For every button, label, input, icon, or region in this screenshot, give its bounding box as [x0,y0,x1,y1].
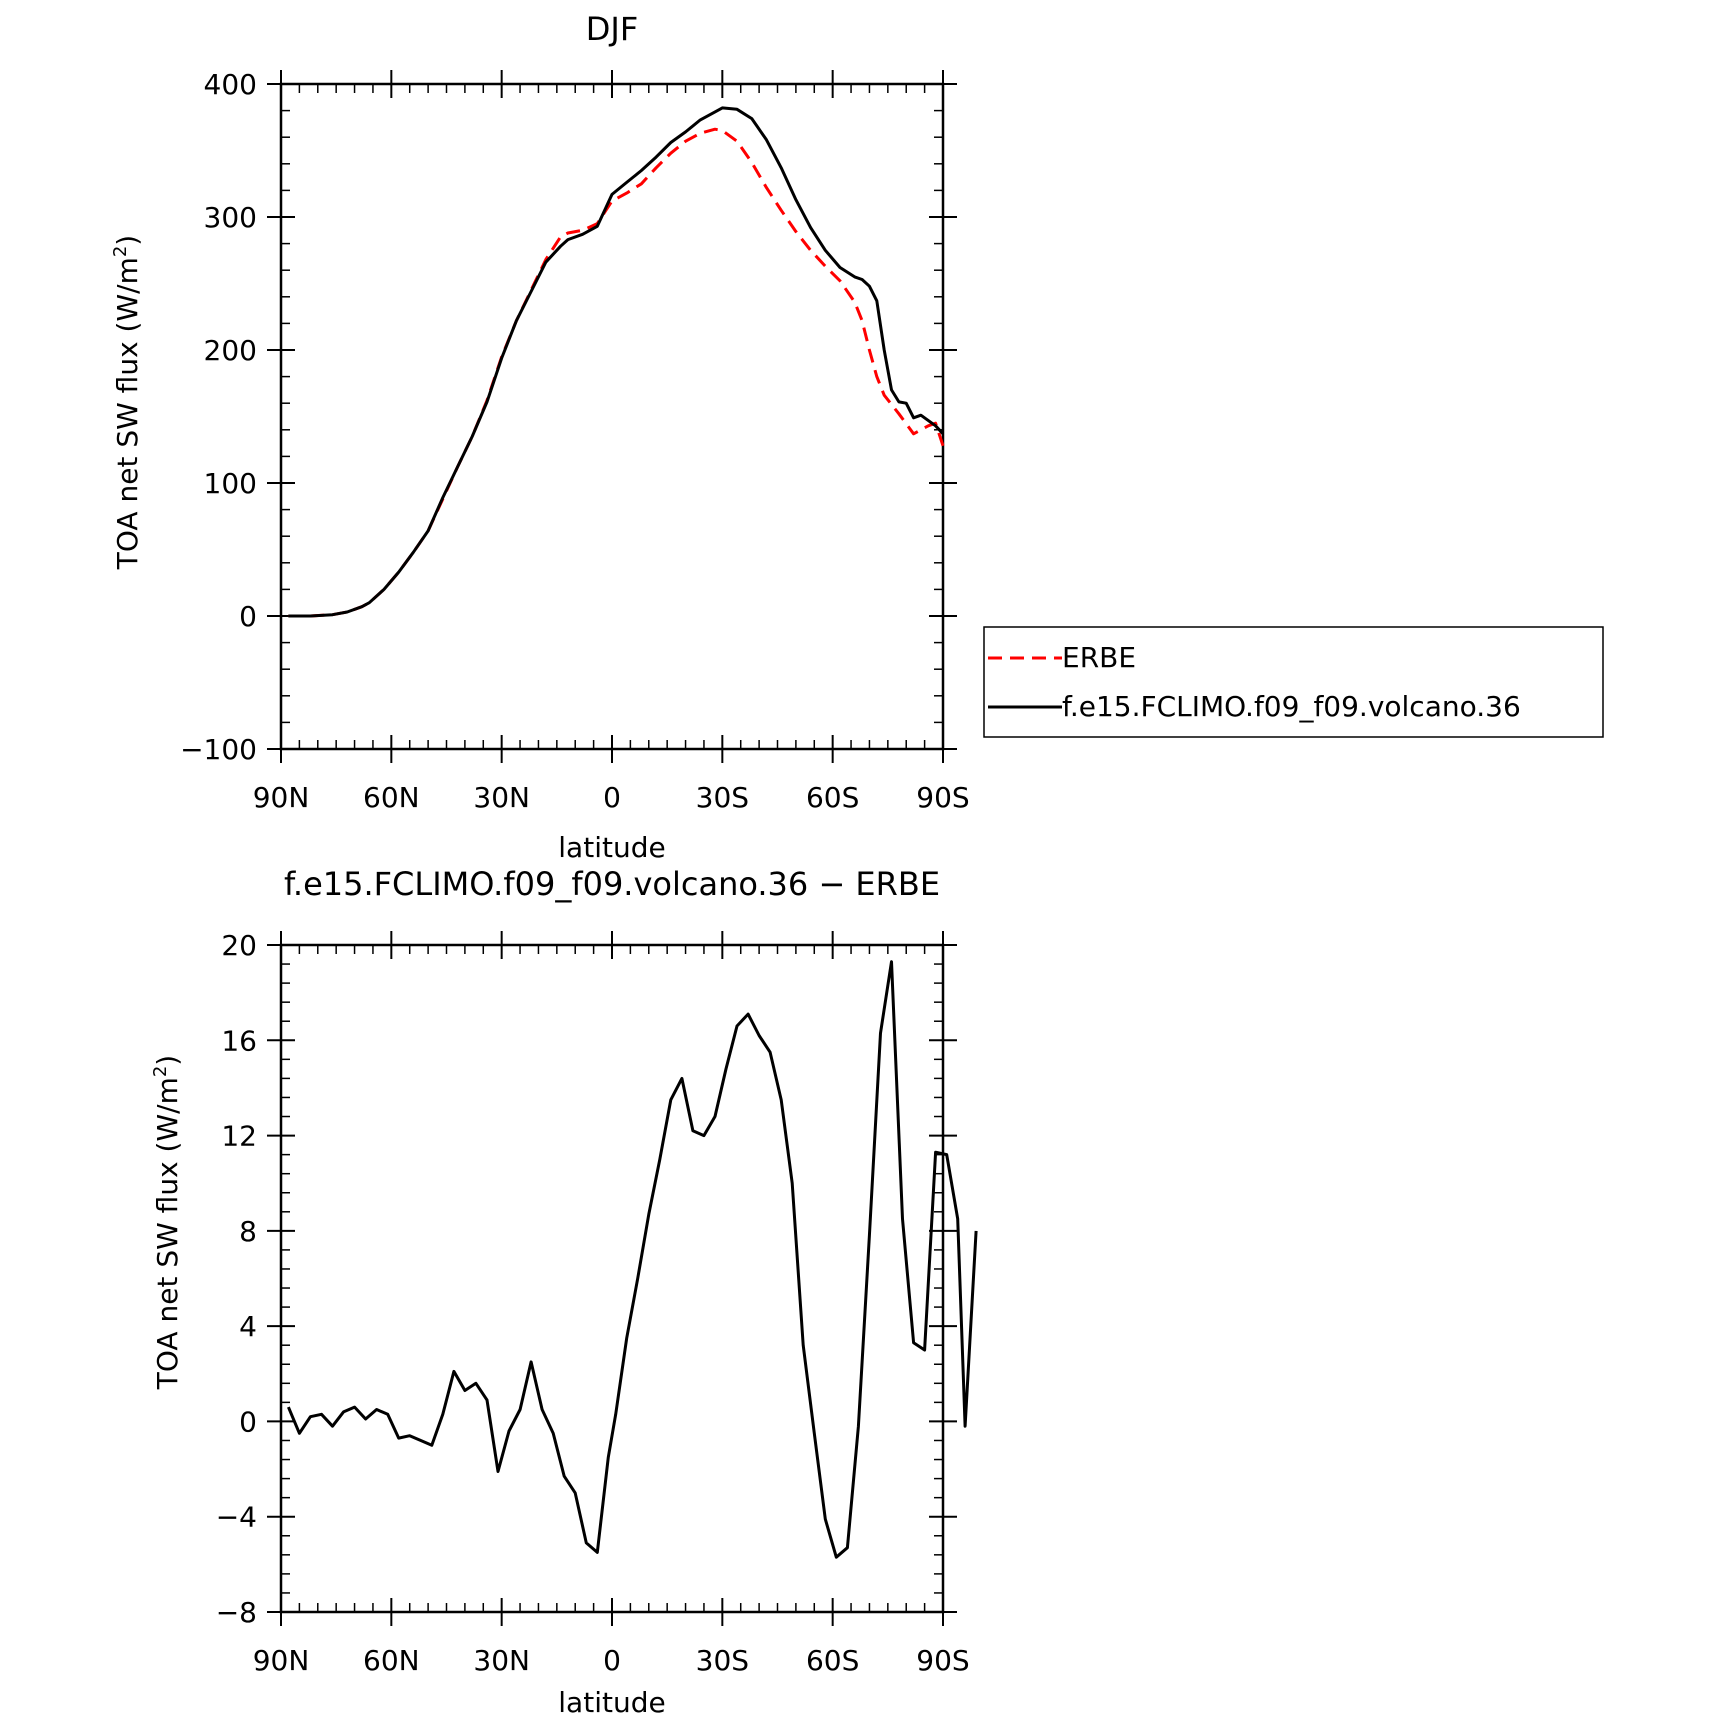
top-panel-title: DJF [586,10,638,48]
bottom-panel-series-line-difference [287,960,978,1559]
top-panel-y-tick-label: 200 [204,334,257,367]
top-panel-djf: DJF latitude TOA net SW flux (W/m2) ERBE… [110,10,1604,864]
top-panel-x-tick-label: 30S [696,781,749,814]
bottom-panel-y-axis-label-end: ) [151,1055,184,1066]
top-panel-x-tick-label: 30N [473,781,530,814]
bottom-panel-x-tick-label: 30S [696,1644,749,1677]
top-panel-y-axis-label-sup: 2 [110,246,131,257]
bottom-panel-title: f.e15.FCLIMO.f09_f09.volcano.36 − ERBE [284,865,940,903]
legend-label-erbe: ERBE [1062,641,1136,674]
top-panel-y-tick-label: 300 [204,201,257,234]
bottom-panel-y-axis-label: TOA net SW flux (W/m2) [150,1055,184,1390]
top-panel-x-axis-label: latitude [558,831,665,864]
top-panel-y-axis-label-end: ) [111,235,144,246]
top-panel-y-tick-label: 0 [239,600,257,633]
top-panel-y-tick-label: 400 [204,68,257,101]
bottom-panel-x-axis-label: latitude [558,1686,665,1717]
top-panel-y-axis-label: TOA net SW flux (W/m2) [110,235,144,570]
bottom-panel-plot-frame [279,943,945,1614]
top-panel-y-tick-label: 100 [204,467,257,500]
bottom-panel-x-tick-label: 60S [806,1644,859,1677]
bottom-panel-y-axis-label-sup: 2 [150,1066,171,1077]
bottom-panel-difference: f.e15.FCLIMO.f09_f09.volcano.36 − ERBE l… [150,865,978,1717]
bottom-panel-x-tick-label: 90N [253,1644,310,1677]
bottom-panel-y-tick-label: 12 [221,1120,257,1153]
bottom-panel-y-axis-label-main: TOA net SW flux (W/m [151,1077,184,1390]
bottom-panel-y-tick-label: −8 [216,1596,257,1629]
legend: ERBE f.e15.FCLIMO.f09_f09.volcano.36 [983,626,1604,738]
bottom-panel-y-tick-label: 20 [221,929,257,962]
top-panel-x-tick-label: 0 [603,781,621,814]
bottom-panel-x-tick-label: 30N [473,1644,530,1677]
bottom-panel-x-tick-label: 0 [603,1644,621,1677]
bottom-panel-y-tick-label: 0 [239,1405,257,1438]
bottom-panel-y-tick-label: 8 [239,1215,257,1248]
top-panel-y-tick-label: −100 [180,733,257,766]
legend-label-model: f.e15.FCLIMO.f09_f09.volcano.36 [1062,690,1521,723]
bottom-panel-y-tick-label: −4 [216,1501,257,1534]
bottom-panel-y-tick-label: 16 [221,1024,257,1057]
top-panel-x-tick-label: 60S [806,781,859,814]
top-panel-series-line-erbe [288,127,945,618]
top-panel-series-line-f-e15-fclimo-f09-f09-volcano-36 [288,106,945,618]
bottom-panel-x-tick-label: 60N [363,1644,420,1677]
top-panel-x-tick-label: 90S [916,781,969,814]
legend-box [983,626,1604,738]
bottom-panel-y-tick-label: 4 [239,1310,257,1343]
top-panel-x-tick-label: 90N [253,781,310,814]
top-panel-y-axis-label-main: TOA net SW flux (W/m [111,257,144,570]
top-panel-x-tick-label: 60N [363,781,420,814]
top-panel-plot-frame [279,82,945,751]
bottom-panel-x-tick-label: 90S [916,1644,969,1677]
